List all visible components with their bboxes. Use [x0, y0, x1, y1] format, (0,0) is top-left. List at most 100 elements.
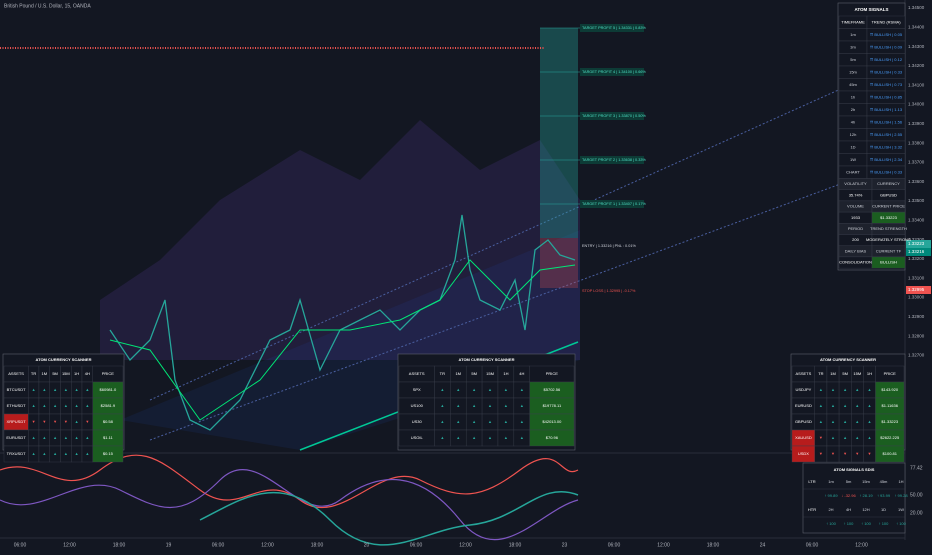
table-cell-text: GBPUSD: [880, 192, 897, 197]
table-cell-text: ⇈ BULLISH | 1.13: [870, 107, 903, 112]
table-cell-text: ▼: [85, 419, 89, 424]
table-cell-text: US30: [412, 419, 423, 424]
table-cell-text: ⇈ BULLISH | 0.12: [870, 57, 903, 62]
table-panel: [802, 462, 906, 534]
sdis-value: ↑ 100: [826, 521, 837, 526]
table-cell-text: ⇈ BULLISH | 0.09: [870, 44, 903, 49]
table-cell-text: ▲: [867, 419, 871, 424]
table-cell-text: ▲: [867, 435, 871, 440]
price-label: 1.33200: [908, 256, 925, 261]
price-label: 1.34300: [908, 44, 925, 49]
table-cell-text: ⇈ BULLISH | 0.33: [870, 69, 903, 74]
table-cell-text: ▼: [855, 451, 859, 456]
scanner-title: ATOM CURRENCY SCANNER: [35, 357, 91, 362]
table-cell-text: CHART: [846, 169, 860, 174]
table-cell-text: ▲: [819, 419, 823, 424]
table-cell-text: $2581.9: [101, 403, 116, 408]
table-cell-text: ▲: [75, 387, 79, 392]
sdis-value: ↑ 100: [844, 521, 855, 526]
sdis-value: ↑ 93.99: [877, 493, 891, 498]
table-cell-text: BTCUSDT: [7, 387, 26, 392]
scanner-title: ATOM CURRENCY SCANNER: [820, 357, 876, 362]
table-cell-text: 5M: [471, 371, 477, 376]
table-cell-text: ▲: [488, 419, 492, 424]
table-cell-text: 4H: [519, 371, 524, 376]
target-label-bg: [580, 24, 644, 32]
table-cell-text: ▲: [520, 387, 524, 392]
table-cell-text: ▲: [831, 403, 835, 408]
stop-label: STOP LOSS | 1.32995 | -0.17%: [582, 289, 636, 293]
table-cell-text: ▲: [819, 403, 823, 408]
time-label: 18:00: [311, 542, 324, 548]
table-cell-text: PERIOD: [848, 226, 863, 231]
price-label: 1.33300: [908, 237, 925, 242]
time-label: 06:00: [806, 542, 819, 548]
table-cell-text: 4H: [85, 371, 90, 376]
table-cell-text: XRPUSDT: [7, 419, 27, 424]
table-cell-text: GBPUSD: [795, 419, 812, 424]
osc-label: 77.42: [910, 465, 923, 471]
table-cell-text: 1m: [850, 32, 856, 37]
table-cell-text: 15M: [486, 371, 494, 376]
table-cell-text: $2622.225: [880, 435, 900, 440]
table-cell-text: ▲: [867, 403, 871, 408]
table-cell-text: ▲: [42, 435, 46, 440]
table-cell-text: TRXUSDT: [7, 451, 26, 456]
table-cell-text: USDJPY: [796, 387, 812, 392]
table-cell-text: 5m: [850, 57, 856, 62]
table-cell-text: 3m: [850, 44, 856, 49]
sdis-frame: 5m: [846, 479, 852, 484]
table-cell-text: VOLUME: [847, 204, 864, 209]
table-cell-text: TR: [31, 371, 36, 376]
table-cell-text: ▼: [867, 451, 871, 456]
table-cell-text: TREND (RSMA): [871, 19, 901, 24]
table-cell-text: 1M: [455, 371, 461, 376]
table-cell-text: ▲: [472, 403, 476, 408]
table-cell-text: TR: [818, 371, 823, 376]
trailing-line: [109, 259, 576, 421]
time-label: 19: [166, 542, 172, 548]
table-cell-text: 35.74%: [849, 192, 863, 197]
price-axis-bg: [905, 0, 932, 550]
target-label-bg: [580, 200, 644, 208]
table-cell-text: $1.33223: [881, 419, 898, 424]
table-cell-text: ▼: [819, 435, 823, 440]
table-cell-text: 1H: [503, 371, 508, 376]
table-cell-text: 4h: [851, 119, 855, 124]
table-cell-text: ▲: [504, 435, 508, 440]
table-cell-text: ▲: [85, 403, 89, 408]
table-cell-text: ▲: [64, 403, 68, 408]
table-cell-text: ▲: [843, 403, 847, 408]
time-label: 24: [760, 542, 766, 548]
price-label: 1.33100: [908, 275, 925, 280]
price-label: 1.34500: [908, 5, 925, 10]
table-cell-text: ▲: [456, 403, 460, 408]
table-cell-text: ▲: [53, 403, 57, 408]
time-label: 06:00: [14, 542, 27, 548]
table-cell-text: 1h: [851, 94, 855, 99]
table-cell-text: 1H: [74, 371, 79, 376]
sdis-frame: 2H: [828, 507, 833, 512]
price-label: 1.33900: [908, 121, 925, 126]
table-cell-text: SPX: [413, 387, 421, 392]
price-label: 1.34200: [908, 63, 925, 68]
table-cell-text: EURUSDT: [6, 435, 26, 440]
table-cell-text: 1H: [867, 371, 872, 376]
table-cell-text: PRICE: [546, 371, 559, 376]
price-badge-text: 1.33223: [908, 241, 925, 246]
osc-line: [0, 469, 579, 541]
table-cell-text: ▲: [75, 451, 79, 456]
target-label: TARGET PROFIT 4 | 1.34100 | 0.66%: [582, 70, 646, 74]
price-line: [109, 214, 576, 431]
table-cell-text: USDX: [798, 451, 809, 456]
table-cell-text: ▲: [843, 435, 847, 440]
table-cell-text: ▲: [472, 387, 476, 392]
sdis-frame: 1D: [881, 507, 886, 512]
table-cell-text: ▲: [520, 419, 524, 424]
table-cell-text: 1D: [850, 144, 855, 149]
cloud: [100, 120, 580, 360]
table-cell-text: ▼: [819, 451, 823, 456]
osc-line: [0, 454, 579, 508]
table-cell-text: ASSETS: [8, 371, 24, 376]
table-cell-text: 15m: [849, 69, 857, 74]
